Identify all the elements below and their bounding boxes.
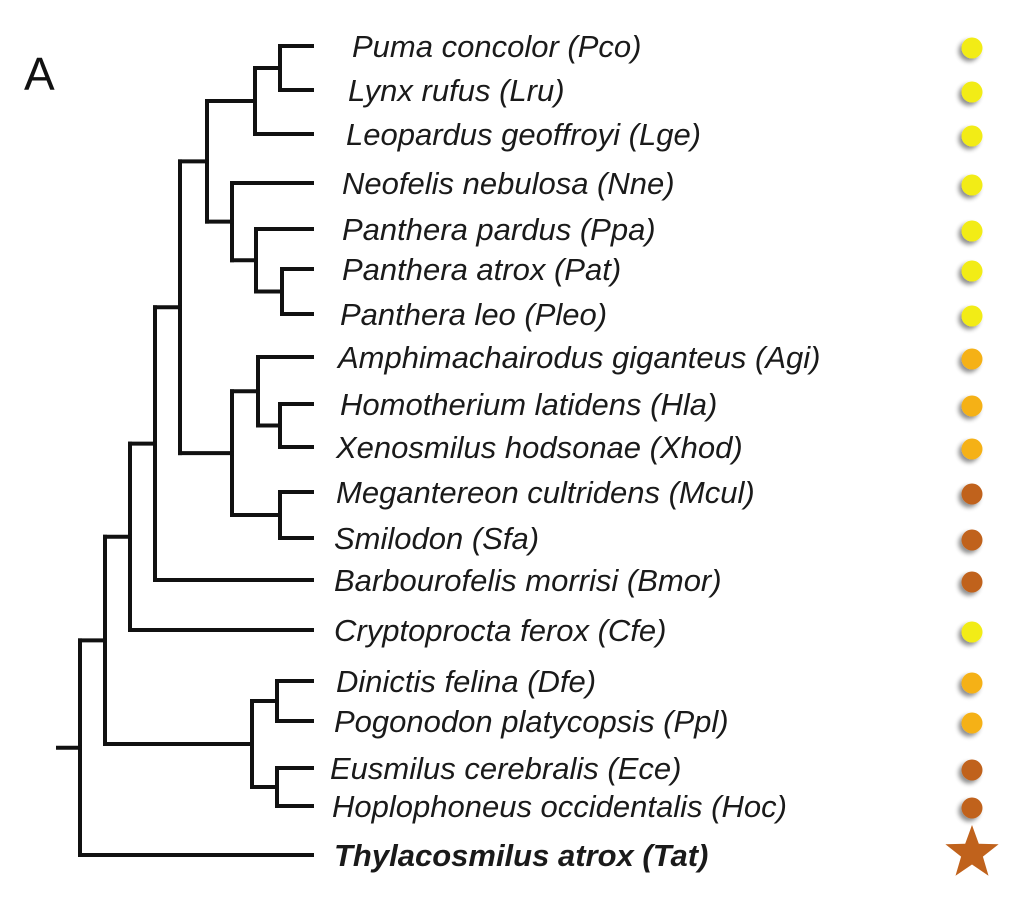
dot-marker-icon (961, 797, 983, 819)
taxon-label: Pogonodon platycopsis (Ppl) (334, 704, 729, 739)
star-marker-icon (945, 825, 999, 876)
taxon-label: Cryptoprocta ferox (Cfe) (334, 613, 667, 648)
taxon-label: Xenosmilus hodsonae (Xhod) (335, 430, 743, 465)
dot-marker-icon (961, 621, 983, 643)
panel-letter: A (24, 48, 55, 100)
dot-marker-icon (961, 672, 983, 694)
taxon-label: Lynx rufus (Lru) (348, 73, 565, 108)
taxon-label: Eusmilus cerebralis (Ece) (330, 751, 681, 786)
taxon-label: Puma concolor (Pco) (352, 29, 641, 64)
taxon-label: Neofelis nebulosa (Nne) (342, 166, 675, 201)
taxon-label: Panthera leo (Pleo) (340, 297, 607, 332)
taxon-label: Dinictis felina (Dfe) (336, 664, 596, 699)
dot-marker-icon (961, 125, 983, 147)
dot-marker-icon (961, 712, 983, 734)
dot-marker-icon (961, 81, 983, 103)
taxon-label: Amphimachairodus giganteus (Agi) (336, 340, 820, 375)
taxon-label: Thylacosmilus atrox (Tat) (334, 838, 708, 873)
dot-marker-icon (961, 438, 983, 460)
dot-marker-icon (961, 37, 983, 59)
taxon-label: Megantereon cultridens (Mcul) (336, 475, 755, 510)
taxon-label: Panthera atrox (Pat) (342, 252, 621, 287)
trait-markers (945, 37, 999, 876)
dot-marker-icon (961, 348, 983, 370)
dot-marker-icon (961, 305, 983, 327)
taxon-label: Hoplophoneus occidentalis (Hoc) (332, 789, 787, 824)
dot-marker-icon (961, 260, 983, 282)
taxon-labels: Puma concolor (Pco) Lynx rufus (Lru) Leopa… (330, 29, 820, 873)
taxon-label: Leopardus geoffroyi (Lge) (346, 117, 701, 152)
dot-marker-icon (961, 529, 983, 551)
dot-marker-icon (961, 483, 983, 505)
dot-marker-icon (961, 759, 983, 781)
taxon-label: Smilodon (Sfa) (334, 521, 539, 556)
dot-marker-icon (961, 571, 983, 593)
taxon-label: Panthera pardus (Ppa) (342, 212, 656, 247)
taxon-label: Barbourofelis morrisi (Bmor) (334, 563, 722, 598)
dot-marker-icon (961, 395, 983, 417)
tree-branches (56, 44, 314, 857)
dot-marker-icon (961, 174, 983, 196)
taxon-label: Homotherium latidens (Hla) (340, 387, 717, 422)
dot-marker-icon (961, 220, 983, 242)
